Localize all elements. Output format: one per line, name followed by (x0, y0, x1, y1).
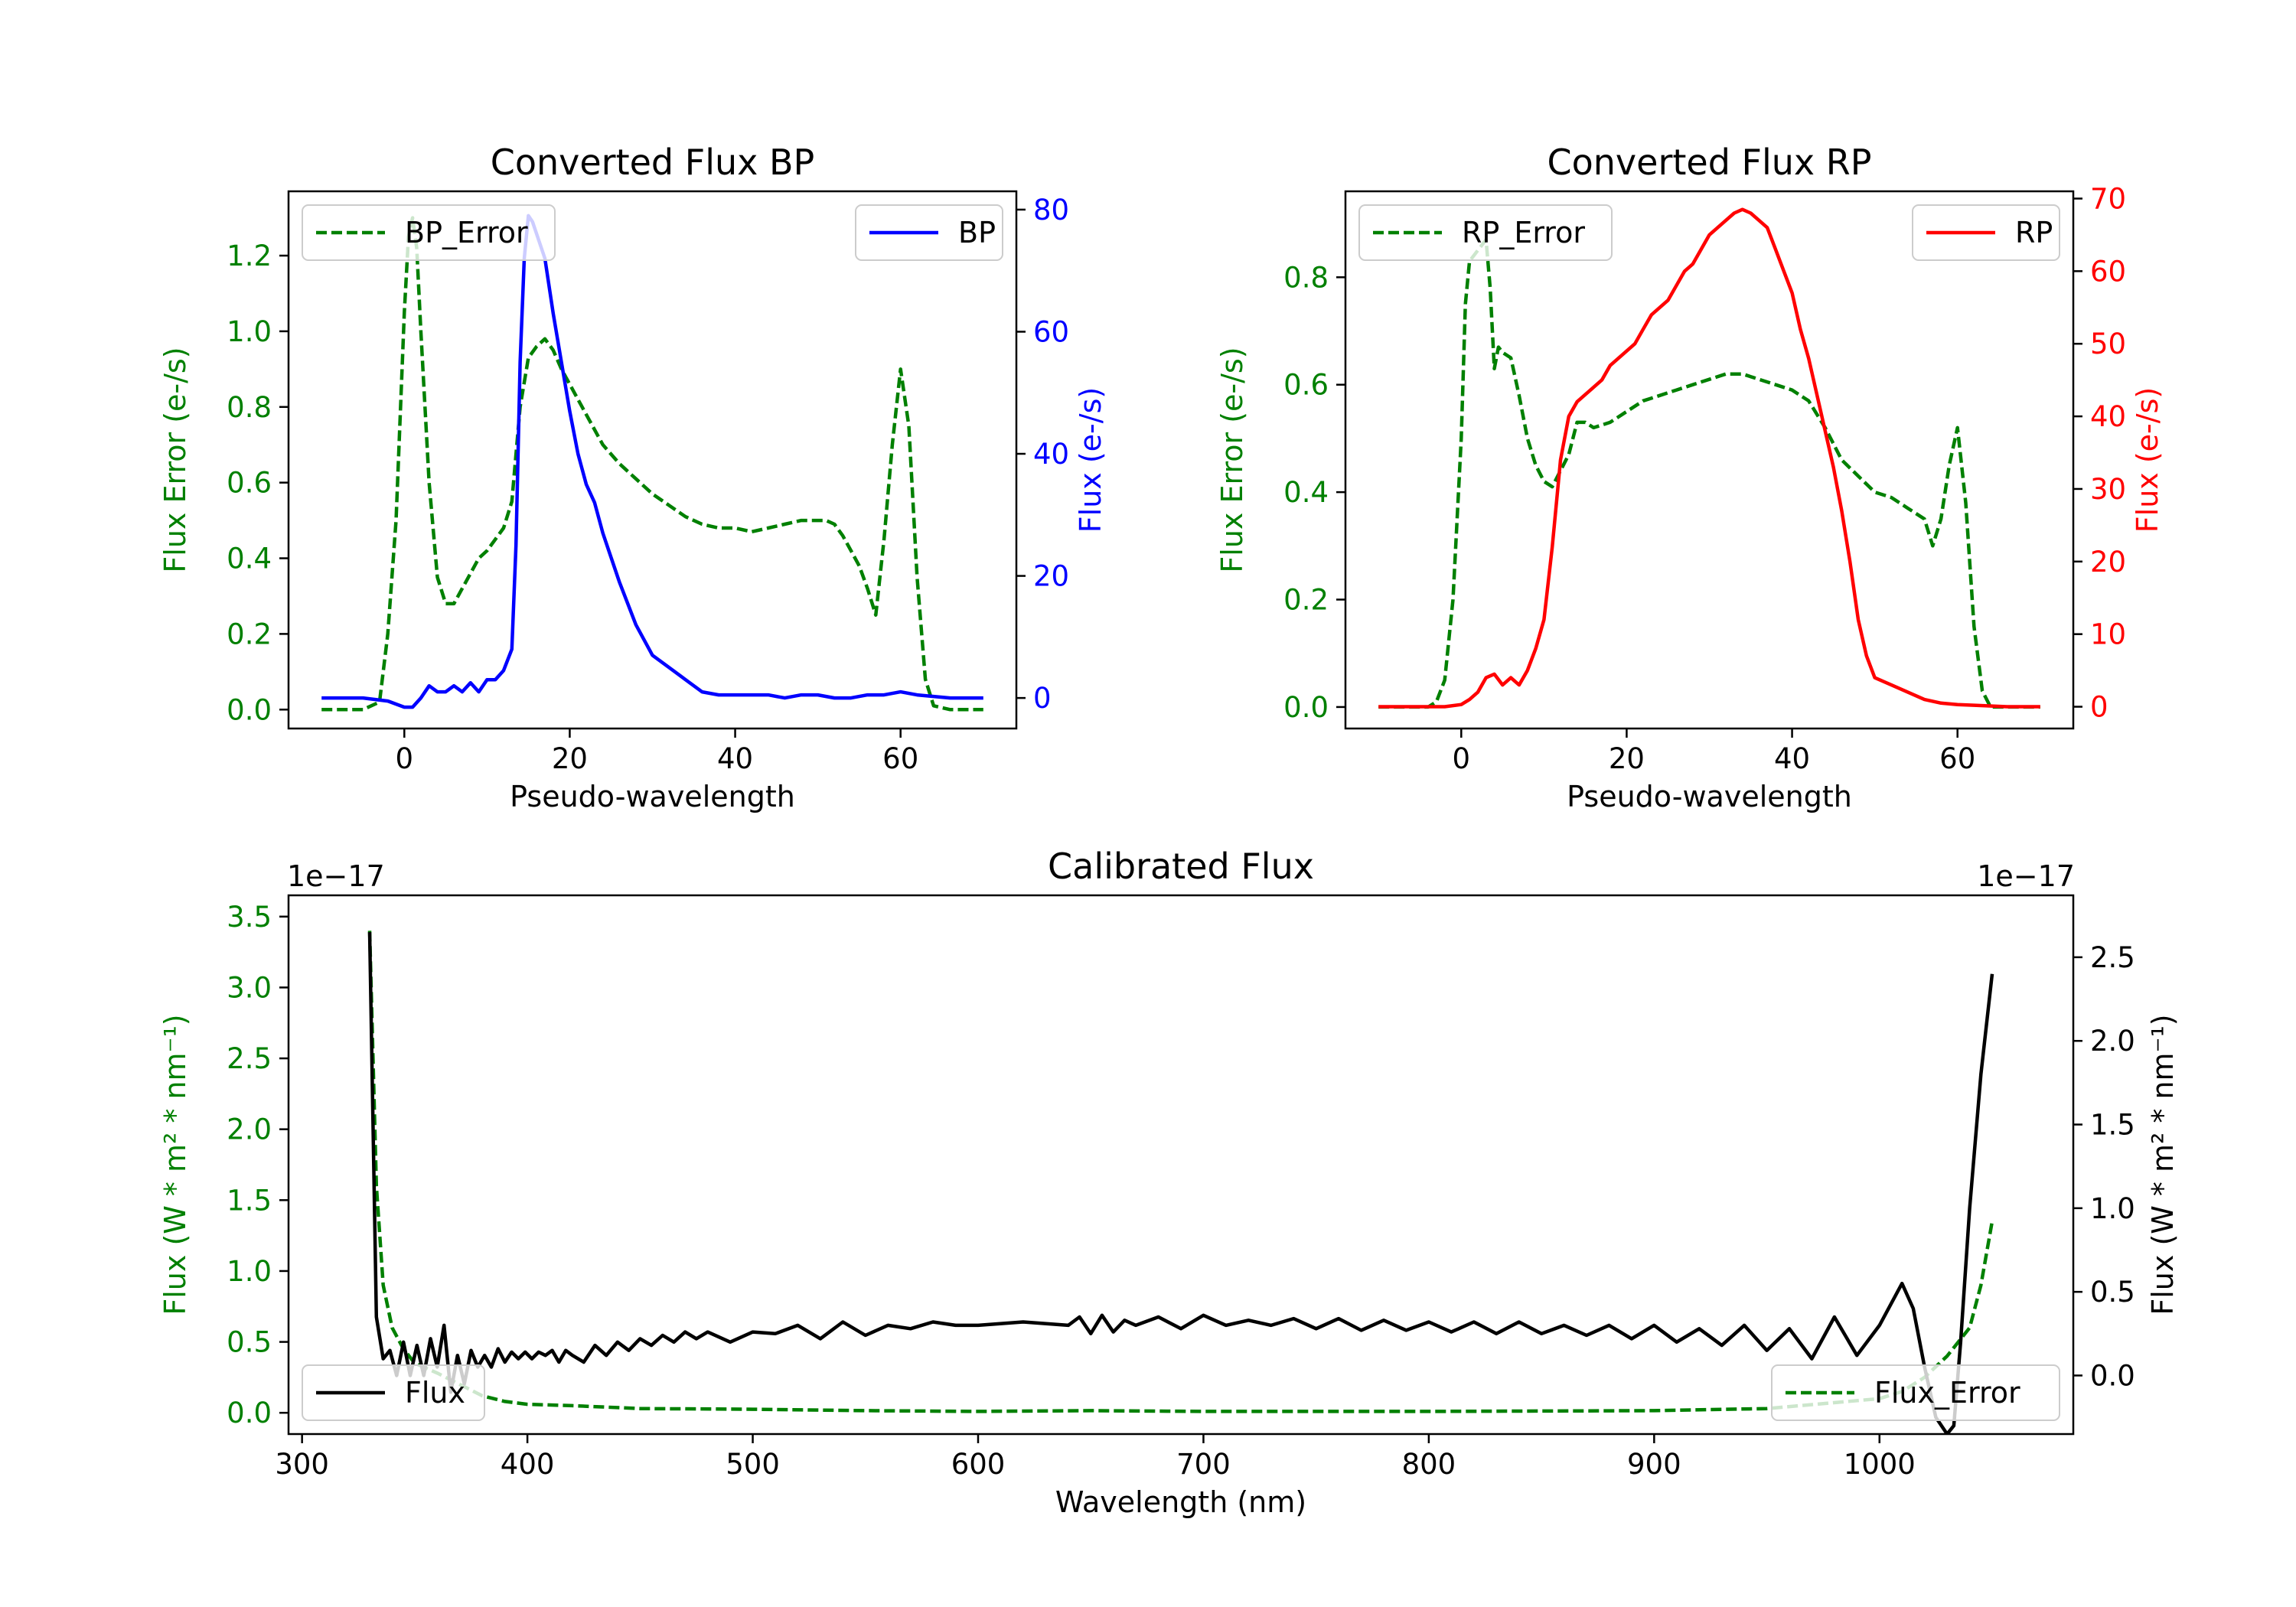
y-left-tick-label: 0.4 (1283, 476, 1329, 509)
y-right-tick-label: 0 (1033, 682, 1052, 715)
y-right-tick-label: 60 (1033, 315, 1069, 348)
legend-label: Flux (405, 1376, 465, 1410)
legend-label: BP (958, 216, 996, 249)
legend-box (302, 1364, 485, 1421)
x-tick-label: 400 (501, 1448, 555, 1481)
y-right-tick-label: 20 (2090, 546, 2126, 579)
series-line-flux-error (367, 931, 1994, 1413)
x-tick-label: 700 (1176, 1448, 1231, 1481)
legend-flux-error: Flux_Error (1771, 1364, 2060, 1421)
x-tick-label: 40 (1774, 742, 1810, 775)
y-left-tick-label: 2.0 (227, 1113, 272, 1146)
chart-title: Calibrated Flux (1048, 846, 1314, 887)
y-right-tick-label: 80 (1033, 194, 1069, 227)
y-left-axis-label: Flux Error (e-/s) (158, 347, 192, 572)
y-left-tick-label: 0.4 (227, 543, 272, 575)
y-left-tick-label: 0.0 (1283, 691, 1329, 724)
y-right-tick-label: 0 (2090, 691, 2108, 724)
y-left-tick-label: 1.5 (227, 1184, 272, 1217)
x-tick-label: 900 (1627, 1448, 1681, 1481)
x-tick-label: 60 (1939, 742, 1975, 775)
x-tick-label: 300 (275, 1448, 329, 1481)
y-left-tick-label: 2.5 (227, 1042, 272, 1075)
y-right-tick-label: 2.5 (2090, 941, 2135, 974)
series-line-rp-error (1378, 237, 2040, 709)
y-left-tick-label: 0.8 (1283, 261, 1329, 294)
plot-frame (287, 894, 2075, 1436)
x-tick-label: 500 (726, 1448, 780, 1481)
y-right-tick-label: 70 (2090, 182, 2126, 215)
y-right-tick-label: 30 (2090, 473, 2126, 506)
y-right-tick-label: 50 (2090, 328, 2126, 360)
x-axis-label: Wavelength (nm) (1055, 1485, 1306, 1519)
plot-frame (287, 190, 1018, 730)
y-right-axis-label: Flux (e-/s) (1074, 387, 1107, 533)
y-left-tick-label: 0.8 (227, 391, 272, 424)
y-left-tick-label: 1.0 (227, 1255, 272, 1288)
y-left-tick-label: 0.6 (1283, 369, 1329, 402)
y-right-tick-label: 1.5 (2090, 1109, 2135, 1142)
y-left-tick-label: 1.0 (227, 315, 272, 348)
y-left-tick-label: 3.0 (227, 971, 272, 1004)
legend-bp: BP (855, 204, 1003, 261)
x-tick-label: 20 (1609, 742, 1645, 775)
y-right-axis-label: Flux (e-/s) (2131, 387, 2164, 533)
x-tick-label: 40 (717, 742, 753, 775)
y-left-tick-label: 3.5 (227, 901, 272, 934)
x-tick-label: 600 (951, 1448, 1006, 1481)
y-left-tick-label: 0.5 (227, 1326, 272, 1359)
legend-label: RP (2015, 216, 2053, 249)
y-right-tick-label: 0.5 (2090, 1276, 2135, 1309)
y-right-tick-label: 0.0 (2090, 1359, 2135, 1392)
legend-box (302, 204, 556, 261)
legend-rp-error: RP_Error (1358, 204, 1613, 261)
x-tick-label: 1000 (1844, 1448, 1916, 1481)
y-right-tick-label: 2.0 (2090, 1025, 2135, 1058)
y-right-axis-label: Flux (W * m² * nm⁻¹) (2146, 1014, 2180, 1315)
x-tick-label: 800 (1402, 1448, 1456, 1481)
y-left-axis-label: Flux (W * m² * nm⁻¹) (158, 1014, 192, 1315)
x-tick-label: 0 (396, 742, 414, 775)
y-right-tick-label: 1.0 (2090, 1192, 2135, 1225)
chart-calibrated: 300 400 500 600 700 800 900 1000 0.0 0.5 1.0 1.5 2.0… (158, 846, 2180, 1519)
legend-box (1771, 1364, 2060, 1421)
y-left-tick-label: 0.0 (227, 1397, 272, 1429)
chart-title: Converted Flux BP (491, 142, 815, 183)
series-line-bp (321, 214, 983, 709)
legend-label: Flux_Error (1874, 1376, 2020, 1410)
y-left-tick-label: 1.2 (227, 240, 272, 272)
y-right-tick-label: 20 (1033, 560, 1069, 593)
series-line-flux (367, 932, 1994, 1434)
x-tick-label: 20 (552, 742, 588, 775)
legend-flux: Flux (302, 1364, 485, 1421)
chart-rp: 0 20 40 60 0.0 0.2 0.4 0.6 0.8 0 10 20 30 40 50 60 70 Con… (1215, 142, 2164, 813)
y-right-offset-label: 1e−17 (1977, 859, 2075, 893)
x-tick-label: 0 (1453, 742, 1471, 775)
chart-bp: 0 20 40 60 0.0 0.2 0.4 0.6 0.8 1.0 1.2 0 20 40 60 80 Con… (158, 142, 1107, 813)
series-line-rp (1378, 207, 2040, 709)
y-right-tick-label: 40 (2090, 400, 2126, 433)
legend-rp: RP (1912, 204, 2060, 261)
y-left-offset-label: 1e−17 (287, 859, 385, 893)
legend-label: BP_Error (405, 216, 528, 249)
legend-bp-error: BP_Error (302, 204, 556, 261)
y-left-tick-label: 0.2 (1283, 584, 1329, 617)
legend-label: RP_Error (1462, 216, 1585, 249)
y-right-tick-label: 40 (1033, 438, 1069, 471)
series-line-bp-error (321, 216, 983, 712)
y-left-axis-label: Flux Error (e-/s) (1215, 347, 1249, 572)
legend-box (1358, 204, 1613, 261)
y-left-tick-label: 0.2 (227, 618, 272, 650)
y-right-tick-label: 10 (2090, 618, 2126, 651)
y-left-tick-label: 0.0 (227, 693, 272, 726)
x-axis-label: Pseudo-wavelength (1567, 780, 1852, 813)
plot-frame (1344, 190, 2075, 730)
chart-title: Converted Flux RP (1548, 142, 1872, 183)
x-tick-label: 60 (882, 742, 918, 775)
x-axis-label: Pseudo-wavelength (510, 780, 795, 813)
y-left-tick-label: 0.6 (227, 467, 272, 500)
y-right-tick-label: 60 (2090, 255, 2126, 288)
